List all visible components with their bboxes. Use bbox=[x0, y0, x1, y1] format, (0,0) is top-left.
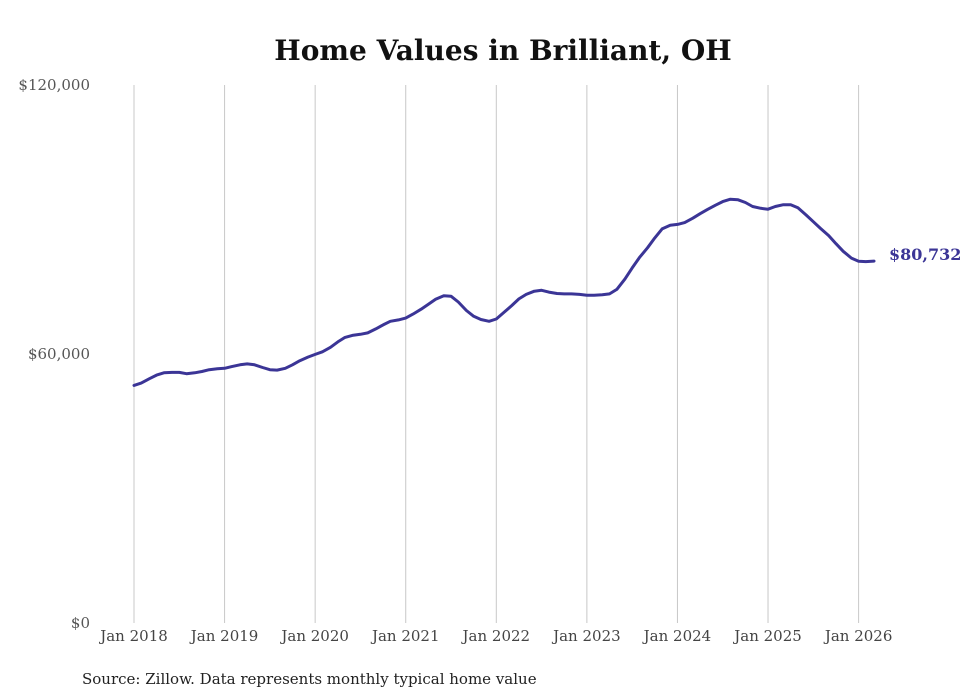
x-tick-label: Jan 2022 bbox=[461, 627, 531, 645]
x-tick-label: Jan 2026 bbox=[823, 627, 893, 645]
x-tick-label: Jan 2021 bbox=[370, 627, 440, 645]
x-tick-label: Jan 2018 bbox=[98, 627, 168, 645]
x-tick-label: Jan 2025 bbox=[732, 627, 802, 645]
source-note: Source: Zillow. Data represents monthly … bbox=[82, 670, 537, 688]
y-axis: $0 $60,000 $120,000 bbox=[18, 76, 90, 632]
x-tick-label: Jan 2019 bbox=[189, 627, 259, 645]
series-line bbox=[132, 197, 876, 387]
y-tick-label: $120,000 bbox=[18, 76, 90, 94]
x-tick-label: Jan 2024 bbox=[642, 627, 712, 645]
chart-title: Home Values in Brilliant, OH bbox=[274, 34, 731, 67]
x-tick-label: Jan 2023 bbox=[551, 627, 621, 645]
y-tick-label: $60,000 bbox=[28, 345, 90, 363]
x-tick-label: Jan 2020 bbox=[279, 627, 349, 645]
y-tick-label: $0 bbox=[71, 614, 90, 632]
series-layer bbox=[132, 197, 876, 387]
x-axis: Jan 2018 Jan 2019 Jan 2020 Jan 2021 Jan 2022… bbox=[98, 627, 892, 645]
end-value-label: $80,732 bbox=[889, 245, 961, 264]
grid bbox=[133, 85, 860, 623]
